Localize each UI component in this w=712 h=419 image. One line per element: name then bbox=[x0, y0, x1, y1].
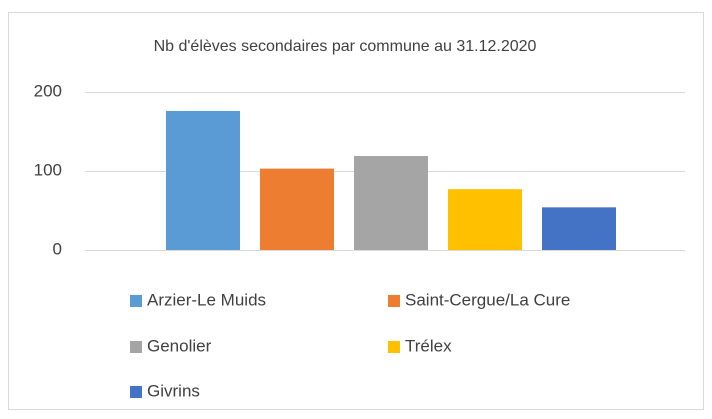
legend-label: Genolier bbox=[147, 336, 212, 355]
y-tick-label: 0 bbox=[53, 239, 62, 258]
bar bbox=[166, 110, 240, 251]
bar bbox=[448, 189, 522, 250]
y-tick-label: 100 bbox=[34, 160, 62, 179]
bar bbox=[542, 207, 616, 250]
legend-label: Arzier-Le Muids bbox=[147, 290, 266, 309]
legend-swatch bbox=[388, 295, 400, 307]
legend-swatch bbox=[388, 341, 400, 353]
legend-swatch bbox=[130, 295, 142, 307]
legend-swatch bbox=[130, 341, 142, 353]
legend-label: Saint-Cergue/La Cure bbox=[405, 290, 570, 309]
legend-label: Trélex bbox=[405, 336, 452, 355]
y-tick-label: 200 bbox=[34, 81, 62, 100]
bar bbox=[354, 155, 428, 250]
legend-swatch bbox=[130, 386, 142, 398]
bar bbox=[260, 168, 334, 250]
chart-title: Nb d'élèves secondaires par commune au 3… bbox=[154, 38, 537, 55]
legend-label: Givrins bbox=[147, 381, 200, 400]
